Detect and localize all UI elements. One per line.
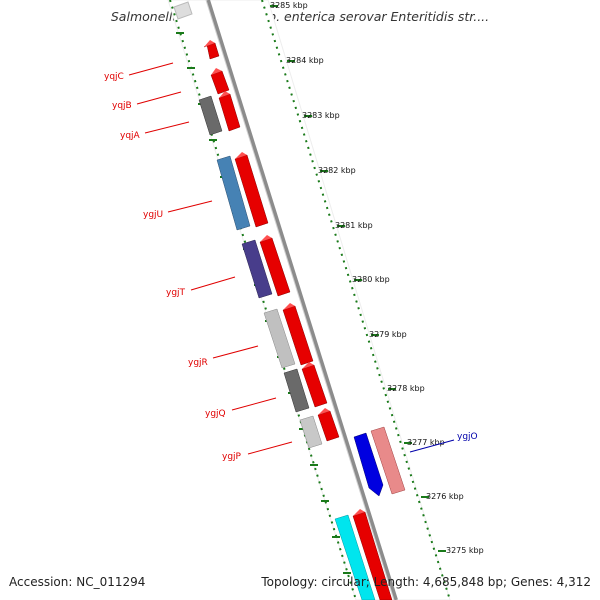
gene-ygjR-arrow[interactable] <box>282 305 314 366</box>
gene-ygjO-block[interactable] <box>370 426 406 495</box>
gene-ygjP-arrow[interactable] <box>317 410 340 442</box>
gene-yqjB-arrow[interactable] <box>210 70 230 95</box>
kbp-label: 3276 kbp <box>426 492 464 501</box>
gene-label-ygjT: ygjT <box>166 288 186 298</box>
gene-ygjT-block[interactable] <box>241 239 273 299</box>
gene-label-ygjU: ygjU <box>143 210 163 220</box>
gene-label-ygjO: ygjO <box>457 432 478 442</box>
gene-label-yqjC: yqjC <box>104 72 124 82</box>
kbp-label: 3275 kbp <box>446 546 484 555</box>
gene-ygjU-block[interactable] <box>216 155 251 231</box>
gene-yqjA-block[interactable] <box>198 95 223 136</box>
gene-block-top[interactable] <box>173 1 193 20</box>
summary-text: Topology: circular; Length: 4,685,848 bp… <box>261 575 591 589</box>
kbp-label: 3281 kbp <box>335 221 373 230</box>
kbp-label: 3277 kbp <box>407 438 445 447</box>
gene-label-ygjR: ygjR <box>188 358 208 368</box>
gene-features[interactable] <box>198 40 406 600</box>
scale-labels: 3285 kbp 3284 kbp 3283 kbp 3282 kbp 3281… <box>270 1 484 555</box>
kbp-label: 3284 kbp <box>286 56 324 65</box>
gene-yqjA-arrow[interactable] <box>218 93 241 132</box>
kbp-label: 3283 kbp <box>302 111 340 120</box>
kbp-label: 3280 kbp <box>352 275 390 284</box>
backbone-line <box>206 0 398 600</box>
kbp-label: 3278 kbp <box>387 384 425 393</box>
label-leaders <box>128 62 455 455</box>
gene-ygjR-block[interactable] <box>263 308 296 369</box>
gene-ygjQ-block[interactable] <box>283 368 310 413</box>
gene-label-yqjA: yqjA <box>120 131 141 141</box>
gene-labels: yqjC yqjB yqjA ygjU ygjT ygjR ygjQ ygjP … <box>104 72 478 462</box>
gene-label-ygjQ: ygjQ <box>205 409 226 419</box>
kbp-label: 3285 kbp <box>270 1 308 10</box>
track-band <box>167 0 451 600</box>
gene-label-yqjB: yqjB <box>112 101 132 111</box>
scale-ticks <box>270 5 446 552</box>
gene-ygjP-block[interactable] <box>299 415 323 449</box>
backbone-highlight <box>205 0 395 600</box>
gene-ygjQ-arrow[interactable] <box>301 364 328 408</box>
kbp-label: 3279 kbp <box>369 330 407 339</box>
accession-text: Accession: NC_011294 <box>9 575 146 589</box>
gene-bottom-block[interactable] <box>334 514 376 600</box>
kbp-label: 3282 kbp <box>318 166 356 175</box>
gene-ygjO-arrow[interactable] <box>353 432 384 497</box>
gene-label-ygjP: ygjP <box>222 452 242 462</box>
